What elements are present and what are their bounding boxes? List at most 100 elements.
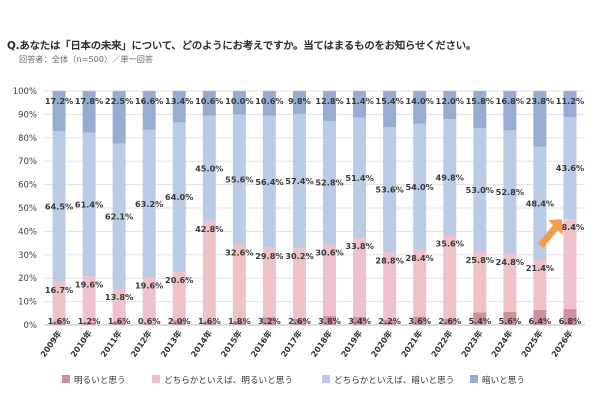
x-tick-label: 2010年 [68,328,94,359]
bar-segment [82,276,96,323]
data-label: 1.6% [108,316,131,326]
data-label: 25.8% [466,255,494,265]
data-label: 52.8% [315,178,343,188]
bar-segment [353,91,367,118]
bar-segment [52,91,66,132]
data-label: 45.0% [195,163,223,173]
bar-segment [112,288,126,322]
bar-segment [323,316,337,325]
data-label: 2.6% [288,316,311,326]
bar-segment [413,316,427,325]
chart-title: Q.あなたは「日本の未来」について、どのようにお考えですか。当てはまるものをお知… [7,40,477,52]
data-label: 10.6% [255,96,283,106]
data-label: 19.6% [135,281,163,291]
bar-segment [533,259,547,311]
bar-segment [112,91,126,144]
bar-segment [443,235,457,319]
y-tick-label: 70% [18,157,37,167]
bar-segment [563,117,577,220]
bar-segment [473,127,487,252]
data-label: 14.0% [405,96,433,106]
x-tick-label: 2017年 [279,328,305,359]
bar-segment [383,127,397,253]
y-tick-label: 40% [18,227,37,237]
data-label: 2.0% [168,316,191,326]
data-label: 51.4% [345,173,373,183]
bar-segment [112,321,126,325]
legend-label: どちらかといえば、暗いと思う [334,374,454,386]
bar-segment [563,309,577,325]
arrow-shape [537,219,563,249]
y-tick-label: 20% [18,274,37,284]
bar-segment [232,91,246,115]
data-label: 1.6% [198,316,221,326]
bar-segment [112,143,126,289]
data-label: 1.6% [48,316,71,326]
data-label: 12.0% [436,96,464,106]
bar-segment [292,113,306,249]
legend-label: どちらかといえば、明るいと思う [164,375,293,386]
data-label: 22.5% [105,96,133,106]
data-label: 33.8% [345,241,373,251]
bar-segment [172,272,186,321]
y-tick-label: 80% [18,134,37,144]
data-label: 11.4% [345,96,373,106]
data-label: 29.8% [255,251,283,261]
bar-segment [172,320,186,325]
bar-segment [443,119,457,236]
bar-segment [563,219,577,310]
data-label: 35.6% [436,239,464,249]
data-label: 61.4% [75,199,103,209]
data-label: 32.6% [225,248,253,258]
legend-label: 暗いと思う [482,374,525,386]
data-label: 17.8% [75,96,103,106]
bar-segment [413,123,427,251]
x-tick-label: 2021年 [399,328,425,359]
x-tick-label: 2016年 [249,328,275,359]
data-label: 6.8% [559,316,582,326]
bar-segment [262,115,276,248]
data-label: 2.6% [438,316,461,326]
x-tick-label: 2025年 [519,328,545,359]
data-label: 13.4% [165,96,193,106]
bar-segment [533,146,547,260]
x-tick-label: 2026年 [549,328,575,359]
bar-segment [142,323,156,325]
bar-segment [142,129,156,278]
bar-segment [202,321,216,325]
x-tick-label: 2013年 [158,328,184,359]
bar-segment [503,91,517,131]
bar-segment [413,91,427,124]
data-label: 24.8% [496,257,524,267]
data-label: 48.4% [526,198,554,208]
y-tick-label: 10% [18,298,37,308]
legend-swatch [62,375,70,383]
bar-segment [292,91,306,114]
y-tick-label: 30% [18,251,37,261]
bar-segment [172,91,186,123]
highlight-arrow [537,219,563,249]
data-label: 64.5% [45,202,73,212]
bar-segment [383,319,397,325]
data-label: 16.6% [135,96,163,106]
data-label: 21.4% [526,263,554,273]
x-tick-label: 2012年 [128,328,154,359]
data-label: 2.2% [378,316,401,326]
data-label: 15.4% [375,96,403,106]
bar-segment [142,277,156,324]
bar-segment [533,91,547,147]
x-tick-label: 2023年 [459,328,485,359]
bar-segment [52,321,66,325]
data-label: 20.6% [165,275,193,285]
bar-segment [323,244,337,317]
data-label: 13.8% [105,292,133,302]
bar-segment [232,320,246,325]
data-label: 64.0% [165,192,193,202]
y-tick-label: 0% [24,321,38,331]
data-label: 28.8% [375,255,403,265]
bar-segment [202,91,216,116]
x-tick-label: 2009年 [38,328,64,359]
bar-segment [262,317,276,325]
bar-segment [82,132,96,277]
data-label: 30.6% [315,248,343,258]
